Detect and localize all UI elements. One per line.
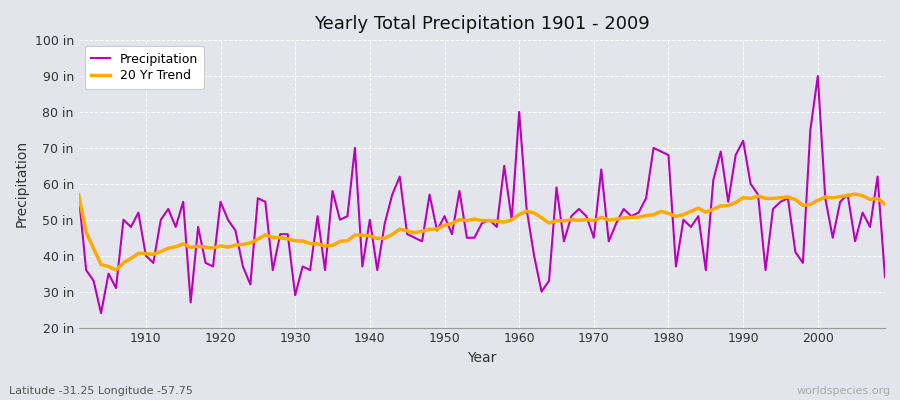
20 Yr Trend bbox=[611, 217, 622, 222]
20 Yr Trend bbox=[514, 212, 525, 217]
20 Yr Trend bbox=[305, 241, 316, 246]
Precipitation bbox=[521, 207, 532, 212]
Precipitation bbox=[73, 192, 84, 197]
Precipitation bbox=[95, 311, 106, 316]
Line: Precipitation: Precipitation bbox=[78, 76, 885, 313]
20 Yr Trend bbox=[521, 209, 532, 214]
Precipitation bbox=[305, 268, 316, 272]
Precipitation bbox=[349, 146, 360, 150]
20 Yr Trend bbox=[850, 192, 860, 196]
Title: Yearly Total Precipitation 1901 - 2009: Yearly Total Precipitation 1901 - 2009 bbox=[314, 15, 650, 33]
Y-axis label: Precipitation: Precipitation bbox=[15, 140, 29, 228]
20 Yr Trend bbox=[140, 251, 151, 256]
Precipitation bbox=[879, 275, 890, 280]
20 Yr Trend bbox=[73, 192, 84, 197]
Precipitation bbox=[514, 110, 525, 114]
X-axis label: Year: Year bbox=[467, 351, 497, 365]
Precipitation bbox=[611, 221, 622, 226]
Text: worldspecies.org: worldspecies.org bbox=[796, 386, 891, 396]
Precipitation bbox=[140, 253, 151, 258]
20 Yr Trend bbox=[879, 202, 890, 207]
Line: 20 Yr Trend: 20 Yr Trend bbox=[78, 194, 885, 270]
Text: Latitude -31.25 Longitude -57.75: Latitude -31.25 Longitude -57.75 bbox=[9, 386, 193, 396]
20 Yr Trend bbox=[111, 268, 122, 272]
Legend: Precipitation, 20 Yr Trend: Precipitation, 20 Yr Trend bbox=[85, 46, 204, 89]
20 Yr Trend bbox=[349, 233, 360, 238]
Precipitation bbox=[813, 74, 824, 78]
